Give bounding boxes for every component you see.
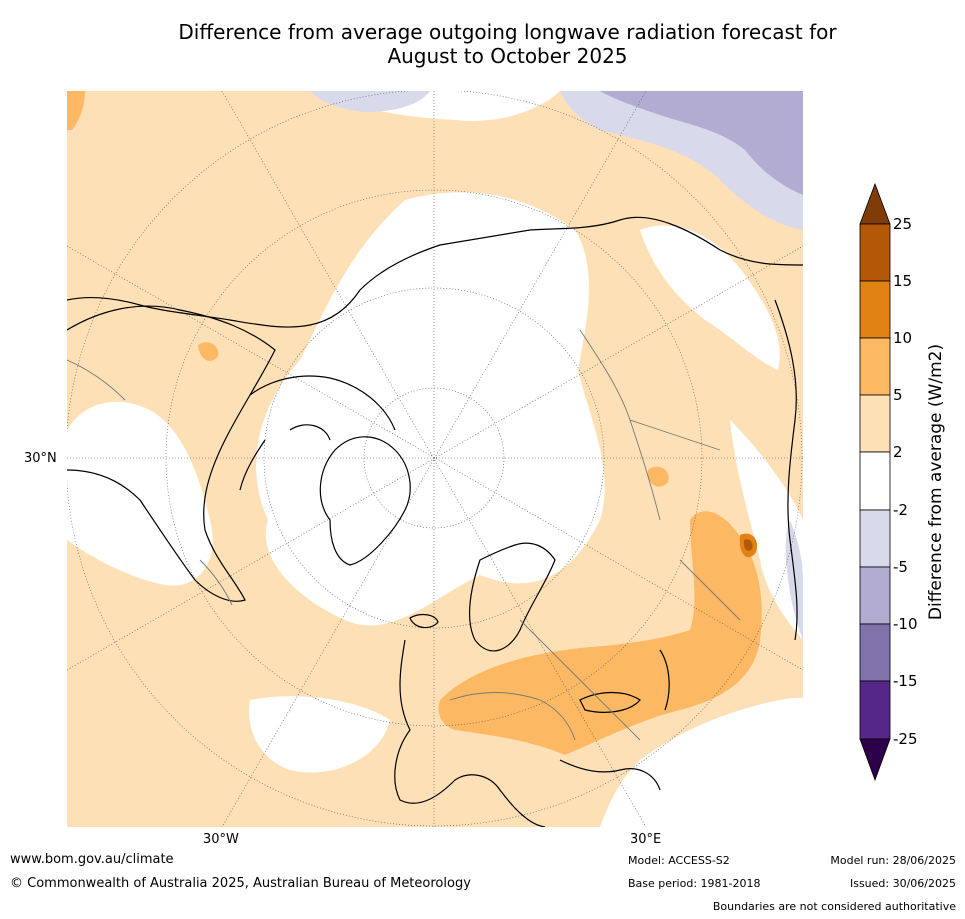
negative-anomaly-region-ne-strong bbox=[600, 91, 803, 195]
positive-anomaly-region-europe-asia bbox=[438, 511, 762, 755]
colorbar-tick: 10 bbox=[893, 329, 913, 347]
positive-anomaly-region-nw-corner bbox=[67, 91, 85, 130]
coastline-greenland bbox=[319, 436, 411, 566]
colorbar-bin-m2-2 bbox=[859, 451, 891, 511]
near-normal-region-south-asia bbox=[600, 697, 803, 827]
title-line-1: Difference from average outgoing longwav… bbox=[178, 20, 837, 44]
lat-label-30n: 30°N bbox=[24, 451, 57, 466]
coastline-canada-arctic bbox=[239, 375, 396, 491]
coastline-iceland bbox=[409, 613, 439, 629]
meridian-60w-120e bbox=[67, 245, 803, 671]
latitude-circle-45n bbox=[165, 189, 703, 727]
colorbar-bin-m25-m15 bbox=[859, 680, 891, 740]
colorbar-tick: 5 bbox=[893, 386, 903, 404]
footer-disclaimer: Boundaries are not considered authoritat… bbox=[712, 900, 956, 913]
colorbar-bin-m5-m2 bbox=[859, 509, 891, 568]
positive-anomaly-region-asia-spot bbox=[647, 466, 669, 487]
map-panel bbox=[67, 91, 803, 827]
border-canada-usa bbox=[199, 559, 233, 606]
negative-anomaly-region-north bbox=[310, 91, 430, 112]
graticule bbox=[67, 91, 803, 827]
colorbar-bin-m15-m10 bbox=[859, 623, 891, 682]
coastline-siberia bbox=[359, 216, 803, 291]
colorbar-bin-2-5 bbox=[859, 394, 891, 453]
footer-model-run: Model run: 28/06/2025 bbox=[830, 854, 956, 867]
colorbar-extend-top bbox=[859, 182, 891, 225]
colorbar-tick: 15 bbox=[893, 272, 913, 290]
colorbar bbox=[859, 182, 891, 782]
border-europe-east bbox=[519, 619, 641, 741]
coastline-europe bbox=[394, 639, 661, 827]
colorbar-bin-m10-m5 bbox=[859, 566, 891, 625]
colorbar-label: Difference from average (W/m2) bbox=[926, 343, 946, 621]
positive-anomaly-region-pacific-spot bbox=[198, 342, 219, 361]
country-borders bbox=[67, 329, 741, 741]
positive-anomaly-region-15-25 bbox=[743, 539, 753, 551]
near-normal-region-asia-east bbox=[730, 420, 803, 640]
colorbar-tick: -25 bbox=[893, 730, 918, 748]
coastline-black-caspian bbox=[579, 649, 670, 713]
colorbar-tick: 2 bbox=[893, 443, 903, 461]
chart-title: Difference from average outgoing longwav… bbox=[80, 20, 935, 68]
colorbar-bin-15-25 bbox=[859, 223, 891, 282]
footer-issued: Issued: 30/06/2025 bbox=[849, 877, 956, 890]
meridian-30w-150e bbox=[221, 91, 647, 827]
near-normal-region-arctic bbox=[256, 192, 605, 626]
footer-model: Model: ACCESS-S2 bbox=[628, 854, 730, 867]
colorbar-tick: 25 bbox=[893, 215, 913, 233]
footer-copyright: © Commonwealth of Australia 2025, Austra… bbox=[10, 876, 471, 891]
coastline-north-america bbox=[67, 305, 276, 602]
colorbar-extend-bottom bbox=[859, 738, 891, 782]
border-europe-central bbox=[449, 692, 576, 741]
lon-label-30e: 30°E bbox=[630, 832, 662, 847]
colorbar-tick: -15 bbox=[893, 672, 918, 690]
border-alaska bbox=[67, 359, 126, 401]
border-asia-south bbox=[679, 559, 741, 621]
meridian-60e-120w bbox=[67, 245, 803, 671]
lon-label-30w: 30°W bbox=[203, 832, 239, 847]
border-central-asia bbox=[629, 419, 721, 451]
coastlines bbox=[67, 216, 803, 827]
near-normal-region-pacific bbox=[67, 401, 213, 586]
colorbar-bin-10-15 bbox=[859, 280, 891, 339]
footer-website: www.bom.gov.au/climate bbox=[10, 852, 174, 867]
colorbar-bin-5-10 bbox=[859, 337, 891, 396]
coastline-alaska bbox=[67, 289, 361, 328]
title-line-2: August to October 2025 bbox=[387, 44, 628, 68]
near-normal-region-siberia bbox=[640, 225, 780, 370]
coastline-scandinavia bbox=[468, 542, 556, 652]
coastline-east-asia bbox=[774, 299, 798, 641]
colorbar-tick: -2 bbox=[893, 501, 908, 519]
colorbar-tick: -5 bbox=[893, 558, 908, 576]
colorbar-tick: -10 bbox=[893, 615, 918, 633]
meridian-30e-150w bbox=[221, 91, 647, 827]
footer-base-period: Base period: 1981-2018 bbox=[628, 877, 761, 890]
near-normal-region-atlantic bbox=[249, 696, 390, 773]
